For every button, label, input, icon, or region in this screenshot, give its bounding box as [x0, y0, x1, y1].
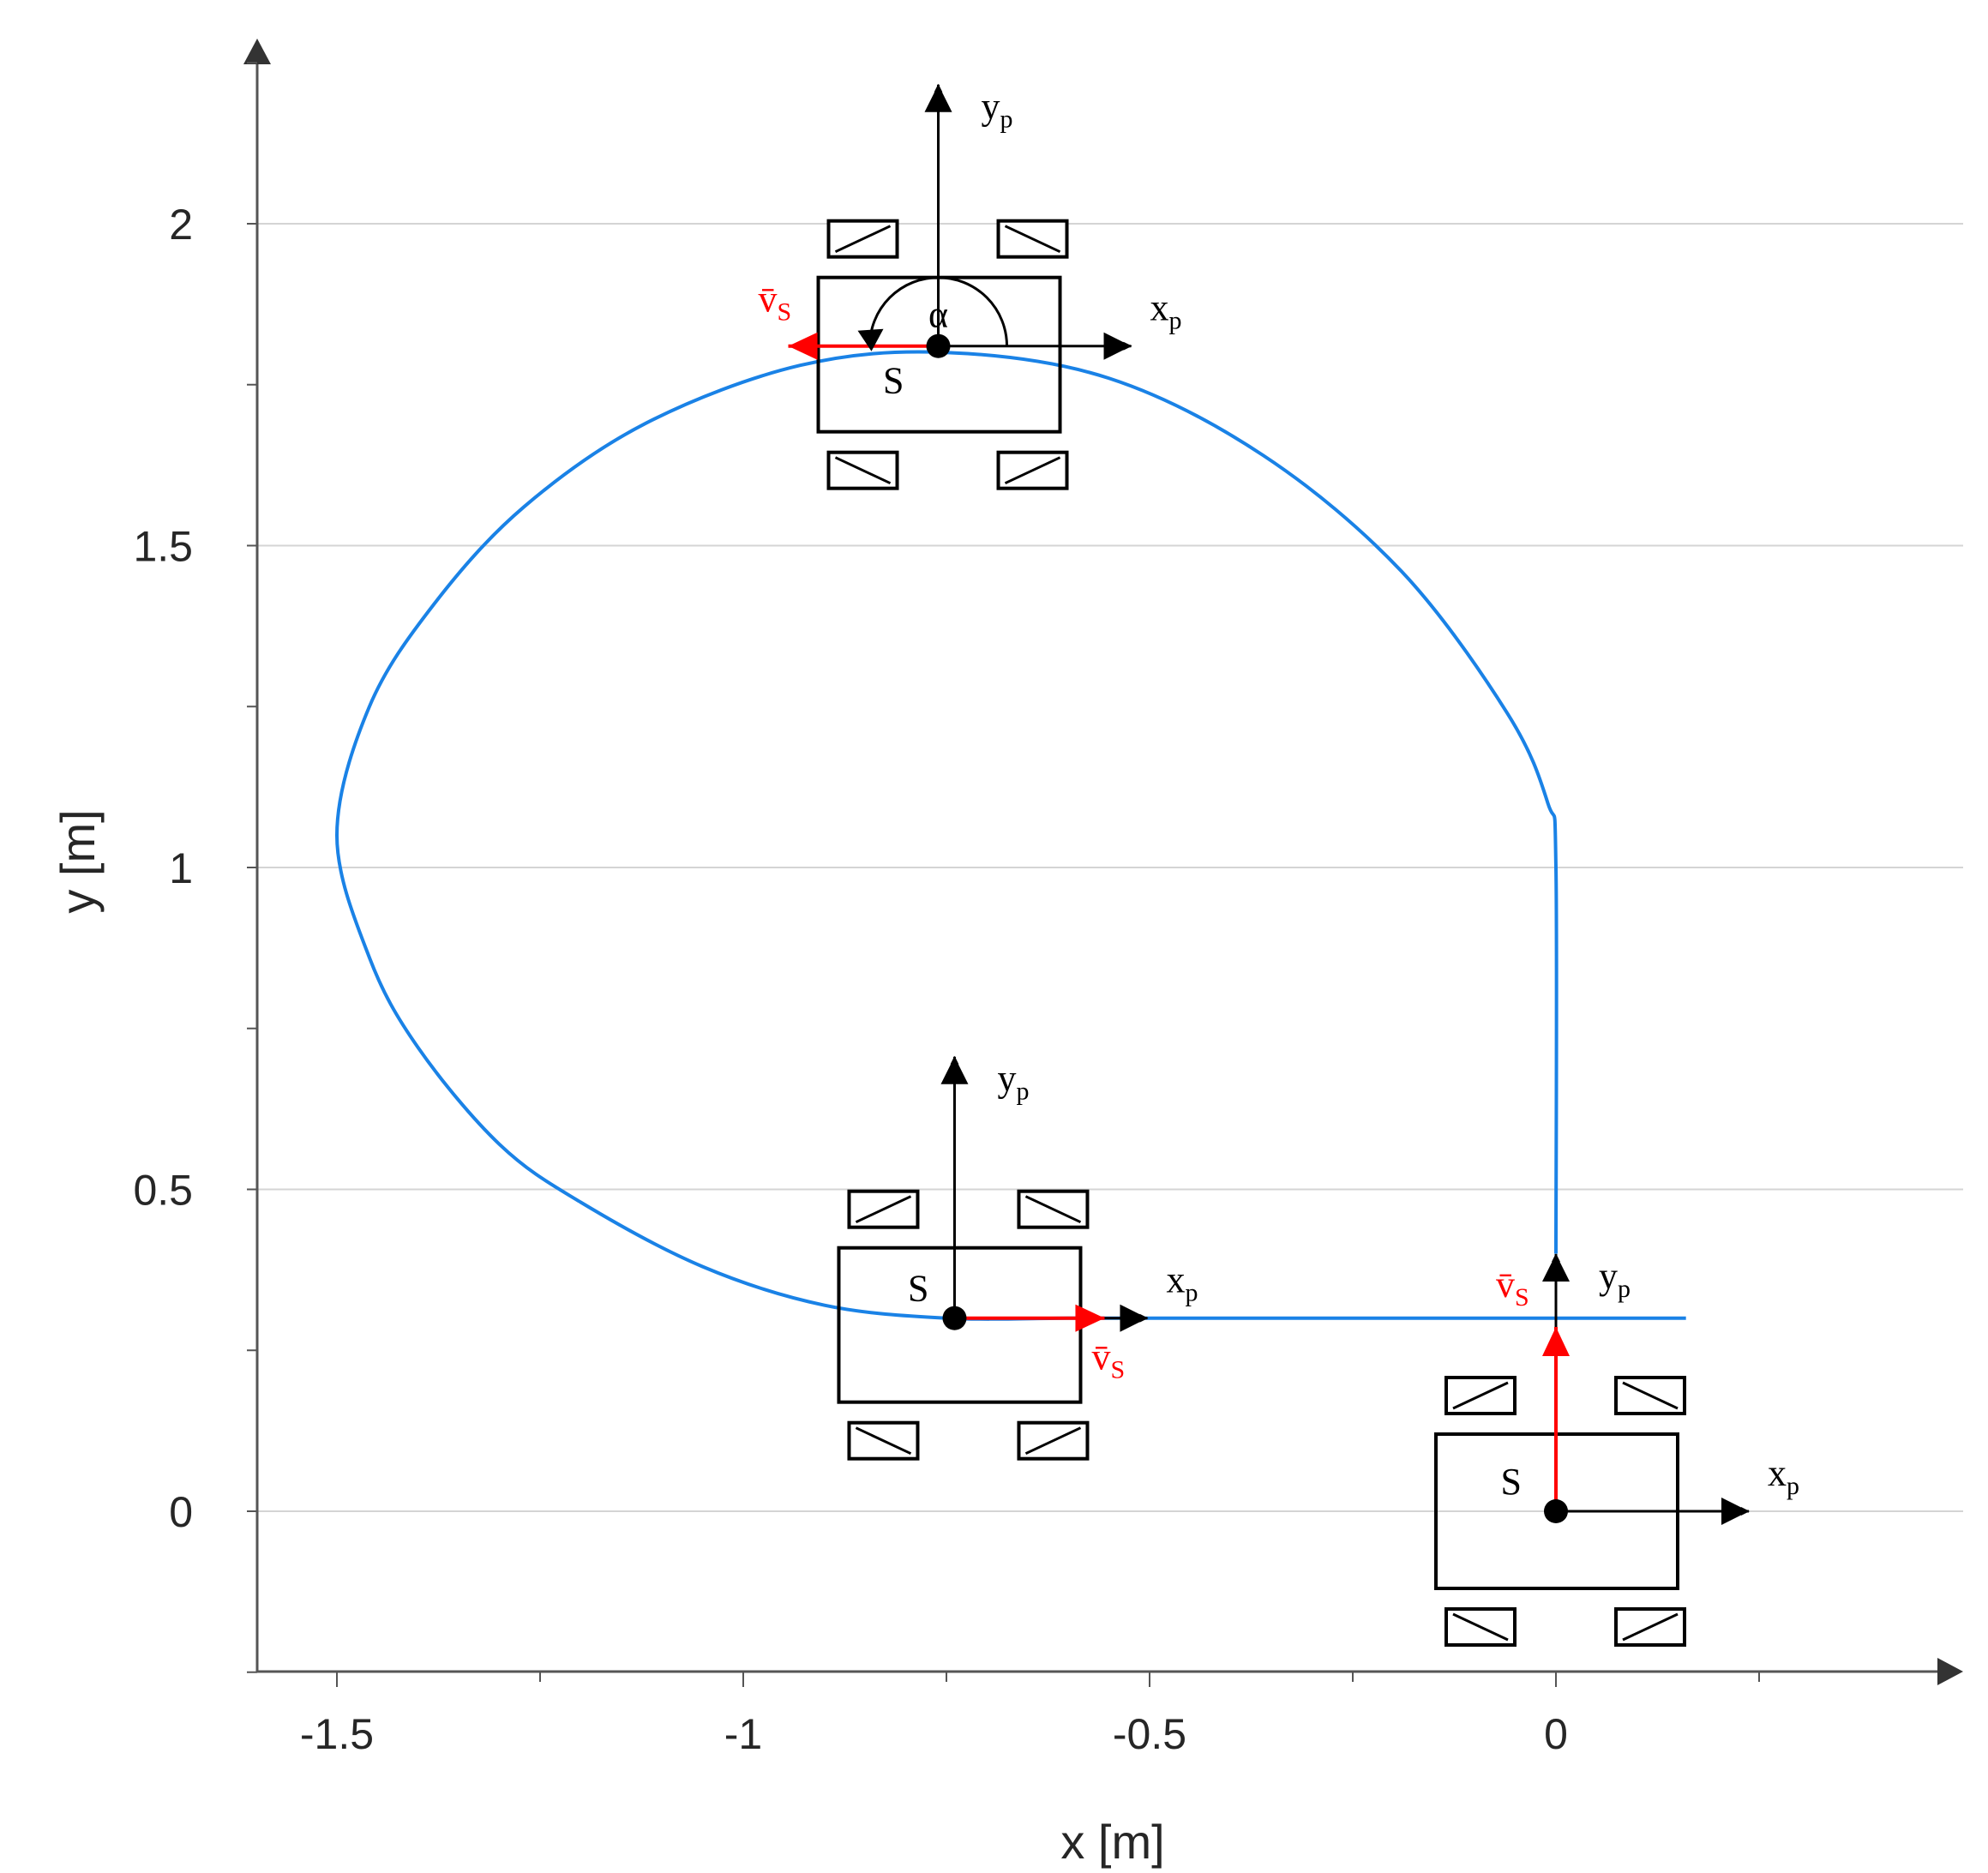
xp-arrowhead — [1103, 332, 1132, 360]
trajectory-line — [334, 350, 1686, 1321]
y-tick-label: 1.5 — [133, 523, 193, 571]
wheel-hatch — [1024, 1426, 1082, 1456]
x-tick-label: -0.5 — [1113, 1710, 1186, 1758]
yp-arrowhead — [940, 1056, 969, 1084]
velocity-label: v̄S — [1496, 1264, 1529, 1312]
vehicle-0: yp xp Sv̄S — [1434, 1253, 1799, 1647]
xp-arrowhead — [1721, 1498, 1749, 1525]
wheel-hatch — [1004, 225, 1061, 254]
wheel-hatch — [1622, 1612, 1679, 1642]
y-axis-label: y [m] — [51, 809, 105, 913]
s-label: S — [1501, 1461, 1522, 1503]
wheel-hatch — [1452, 1612, 1509, 1642]
xp-label: xp — [1768, 1452, 1799, 1500]
x-axis-arrow — [1937, 1658, 1963, 1685]
wheel-hatch — [834, 225, 892, 254]
yp-label: yp — [1599, 1255, 1631, 1303]
velocity-label: v̄S — [759, 279, 792, 327]
yp-label: yp — [982, 86, 1013, 134]
y-axis-arrow — [243, 39, 271, 64]
x-tick-label: -1.5 — [300, 1710, 374, 1758]
y-tick-label: 0.5 — [133, 1167, 193, 1215]
vehicles-layer: yp xp Sv̄S yp xp Sv̄S yp xp Sv̄S α — [759, 83, 1799, 1647]
center-point — [942, 1306, 967, 1330]
s-label: S — [883, 360, 904, 402]
velocity-arrowhead — [788, 332, 818, 360]
center-point — [1544, 1499, 1568, 1523]
x-axis-label: x [m] — [1060, 1815, 1164, 1869]
yp-arrowhead — [924, 84, 952, 112]
yp-arrowhead — [1542, 1254, 1570, 1282]
trajectory-layer — [334, 350, 1686, 1321]
vehicle-2: yp xp Sv̄S α — [759, 83, 1182, 490]
axes — [243, 39, 1963, 1685]
vehicle-1: yp xp Sv̄S — [837, 1055, 1198, 1461]
x-tick-label: -1 — [724, 1710, 762, 1758]
wheel-hatch — [855, 1195, 912, 1224]
wheel-hatch — [855, 1426, 912, 1456]
s-label: S — [908, 1268, 928, 1310]
xp-label: xp — [1166, 1259, 1198, 1307]
velocity-label: v̄S — [1091, 1336, 1125, 1384]
y-tick-label: 2 — [169, 201, 193, 249]
wheel-hatch — [1622, 1381, 1679, 1410]
wheel-hatch — [1024, 1195, 1082, 1224]
x-tick-label: 0 — [1544, 1710, 1568, 1758]
velocity-arrowhead — [1075, 1304, 1105, 1332]
angle-arc — [868, 276, 1009, 346]
wheel-hatch — [834, 456, 892, 485]
xp-arrowhead — [1120, 1304, 1148, 1332]
velocity-arrowhead — [1542, 1327, 1570, 1356]
y-tick-label: 0 — [169, 1488, 193, 1536]
wheel-hatch — [1004, 456, 1061, 485]
angle-arrowhead — [857, 328, 884, 351]
center-point — [926, 333, 951, 358]
xp-label: xp — [1150, 287, 1182, 335]
ticks: -1.5 -1 -0.5 0 0 0.5 1 1.5 2 — [133, 62, 1760, 1758]
angle-label: α — [928, 294, 948, 336]
wheel-hatch — [1452, 1381, 1509, 1410]
y-tick-label: 1 — [169, 844, 193, 892]
yp-label: yp — [997, 1058, 1029, 1106]
